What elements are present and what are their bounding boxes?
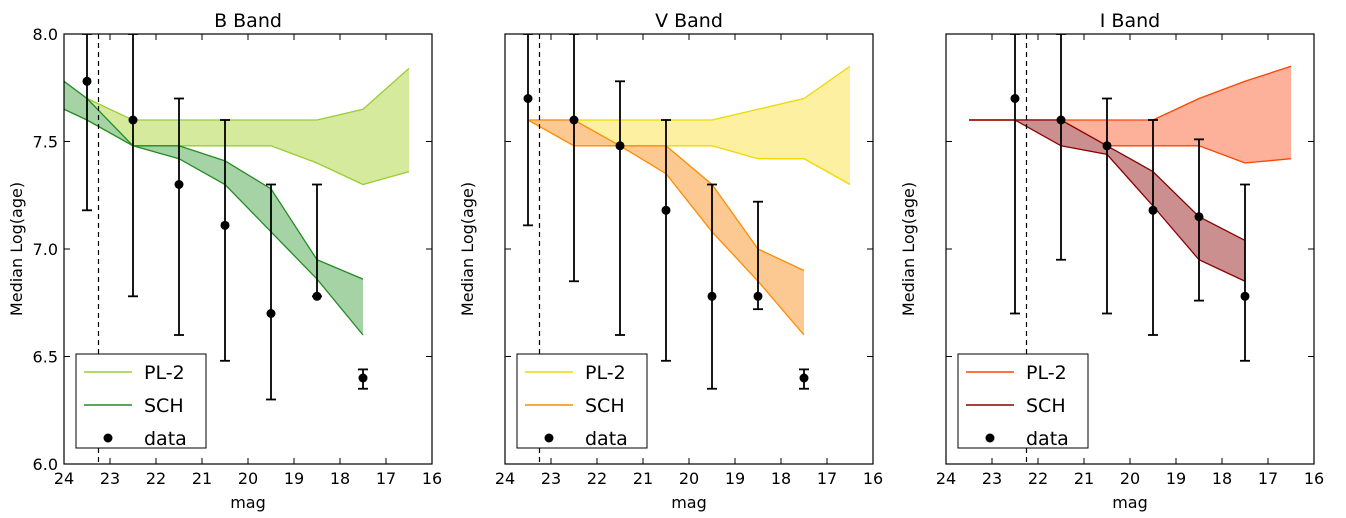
data-point — [174, 180, 184, 189]
data-point — [753, 291, 763, 301]
x-tick-label: 19 — [1166, 469, 1186, 488]
x-tick-label: 18 — [771, 469, 791, 488]
data-point — [707, 291, 717, 301]
legend-swatch-data — [544, 433, 554, 443]
x-tick-label: 23 — [541, 469, 561, 488]
band-lower-line-sch — [64, 108, 364, 336]
data-point — [1194, 212, 1204, 222]
x-tick-label: 19 — [284, 469, 304, 488]
y-tick-label: 6.5 — [33, 348, 58, 367]
legend-label: SCH — [1026, 395, 1066, 417]
band-upper-line-sch — [64, 80, 364, 280]
data-point — [312, 291, 322, 301]
data-point — [220, 220, 230, 230]
legend: PL-2 SCH data — [75, 353, 207, 450]
x-tick-label: 22 — [1028, 469, 1048, 488]
x-tick-label: 22 — [146, 469, 166, 488]
x-tick-label: 21 — [1074, 469, 1094, 488]
x-tick-label: 17 — [376, 469, 396, 488]
band-upper-line-pl-2 — [528, 65, 851, 121]
legend-label: PL-2 — [585, 362, 626, 384]
plot-area — [523, 34, 851, 464]
chart-panel-2: 24 23 22 21 20 19 18 17 16 V Band mag Median Log(ag… — [458, 10, 883, 512]
plot-area — [64, 34, 410, 464]
legend: PL-2 SCH data — [957, 353, 1089, 450]
x-tick-label: 24 — [936, 469, 956, 488]
x-tick-label: 20 — [1120, 469, 1140, 488]
data-point — [1010, 94, 1020, 103]
legend-box — [516, 353, 648, 449]
x-tick-label: 18 — [1212, 469, 1232, 488]
legend-label: PL-2 — [1026, 362, 1067, 384]
x-tick-label: 19 — [725, 469, 745, 488]
y-tick-label: 8.0 — [33, 25, 58, 44]
data-point — [661, 205, 671, 215]
plot-area — [969, 34, 1292, 464]
x-tick-label: 24 — [495, 469, 515, 488]
x-tick-label: 16 — [422, 469, 442, 488]
data-point — [82, 76, 92, 86]
x-tick-label: 23 — [982, 469, 1002, 488]
x-tick-label: 17 — [817, 469, 837, 488]
y-axis-label: Median Log(age) — [458, 182, 477, 316]
legend-label: data — [585, 428, 628, 450]
chart-panel-3: 24 23 22 21 20 19 18 17 16 I Band mag Median Log(ag… — [899, 10, 1324, 512]
x-tick-label: 24 — [54, 469, 74, 488]
data-point — [1056, 115, 1066, 125]
x-tick-label: 21 — [192, 469, 212, 488]
legend-box — [75, 353, 207, 449]
x-tick-label: 16 — [863, 469, 883, 488]
x-tick-label: 21 — [633, 469, 653, 488]
x-tick-label: 16 — [1304, 469, 1324, 488]
x-tick-label: 22 — [587, 469, 607, 488]
x-tick-label: 20 — [679, 469, 699, 488]
data-point — [1102, 141, 1112, 151]
band-fill-pl-2 — [87, 68, 409, 185]
data-point — [358, 373, 368, 383]
data-point — [1240, 291, 1250, 301]
x-tick-label: 20 — [238, 469, 258, 488]
band-upper-line-pl-2 — [86, 67, 410, 121]
x-axis-label: mag — [230, 493, 266, 512]
data-point — [569, 115, 579, 125]
y-axis-label: Median Log(age) — [899, 182, 918, 316]
panel-title: I Band — [1100, 10, 1160, 32]
data-point — [266, 309, 276, 318]
legend-label: SCH — [144, 395, 184, 417]
x-axis-label: mag — [671, 493, 707, 512]
chart-panel-1: 24 23 22 21 20 19 18 17 16 6.0 6.5 7.0 7.5 8.0 B Band m… — [7, 10, 442, 512]
x-tick-label: 17 — [1258, 469, 1278, 488]
data-point — [128, 115, 138, 125]
y-tick-label: 7.0 — [33, 240, 58, 259]
x-tick-label: 23 — [100, 469, 120, 488]
panel-title: V Band — [655, 10, 723, 32]
y-tick-label: 6.0 — [33, 455, 58, 474]
y-axis-label: Median Log(age) — [7, 182, 26, 316]
data-point — [523, 94, 533, 103]
legend-swatch-data — [985, 433, 995, 443]
data-point — [615, 141, 625, 151]
legend-swatch-data — [103, 433, 113, 443]
data-point — [1148, 205, 1158, 215]
y-tick-label: 7.5 — [33, 133, 58, 152]
band-fill-pl-2 — [969, 66, 1291, 163]
band-fill-pl-2 — [528, 66, 850, 185]
panel-title: B Band — [214, 10, 282, 32]
x-axis-label: mag — [1112, 493, 1148, 512]
legend: PL-2 SCH data — [516, 353, 648, 450]
data-point — [799, 373, 809, 383]
legend-label: SCH — [585, 395, 625, 417]
legend-label: data — [144, 428, 187, 450]
legend-label: data — [1026, 428, 1069, 450]
band-fill-sch — [64, 81, 363, 335]
x-tick-label: 18 — [330, 469, 350, 488]
legend-box — [957, 353, 1089, 449]
legend-label: PL-2 — [144, 362, 185, 384]
